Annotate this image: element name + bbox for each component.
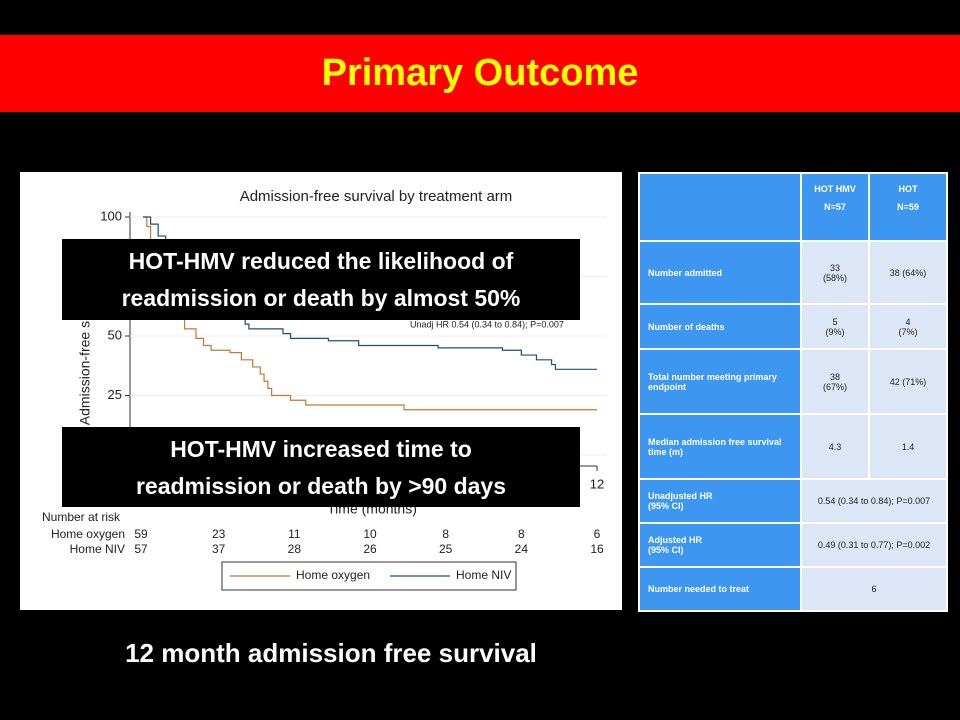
risk-count: 8 (442, 527, 449, 541)
risk-count: 16 (590, 542, 604, 556)
risk-title: Number at risk (42, 510, 121, 524)
table-cell: 4.3 (800, 413, 870, 480)
table-cell: Number of deaths (638, 303, 802, 350)
risk-count: 24 (515, 542, 529, 556)
risk-count: 57 (134, 542, 148, 556)
table-cell: Number admitted (638, 240, 802, 305)
table-cell: Unadjusted HR (95% CI) (638, 478, 802, 524)
callout: HOT-HMV increased time to readmission or… (62, 427, 580, 507)
risk-count: 25 (439, 542, 453, 556)
y-tick-label: 50 (108, 327, 122, 342)
table-cell: 38 (67%) (800, 348, 870, 415)
footer: 12 month admission free survival (125, 638, 537, 668)
risk-count: 8 (518, 527, 525, 541)
risk-count: 11 (288, 527, 301, 541)
legend-label: Home NIV (456, 568, 511, 582)
table-cell: 5 (9%) (800, 303, 870, 350)
risk-count: 26 (363, 542, 377, 556)
table-cell: HOT HMV N=57 (800, 172, 870, 242)
risk-count: 28 (288, 542, 302, 556)
legend-box (221, 561, 517, 591)
table-cell: 6 (800, 566, 948, 612)
risk-count: 59 (134, 527, 148, 541)
table-cell: HOT N=59 (868, 172, 948, 242)
risk-count: 6 (594, 527, 601, 541)
risk-row-label: Home oxygen (51, 527, 125, 541)
table-cell: 0.54 (0.34 to 0.84); P=0.007 (800, 478, 948, 524)
table-cell: Adjusted HR (95% CI) (638, 522, 802, 568)
y-tick-label: 25 (108, 387, 122, 402)
legend-label: Home oxygen (296, 568, 370, 582)
risk-count: 37 (212, 542, 226, 556)
y-tick-label: 100 (100, 208, 122, 223)
table-cell: 1.4 (868, 413, 948, 480)
annotation: Unadj HR 0.54 (0.34 to 0.84); P=0.007 (410, 319, 564, 329)
table-cell: 38 (64%) (868, 240, 948, 305)
table-cell: 0.49 (0.31 to 0.77); P=0.002 (800, 522, 948, 568)
chart: Admission-free survival by treatment arm… (20, 172, 622, 610)
callout: HOT-HMV reduced the likelihood of readmi… (62, 239, 580, 320)
risk-count: 10 (363, 527, 377, 541)
results-table: HOT HMV N=57 HOT N=59 Number admitted 33 (5… (638, 172, 948, 612)
table-cell: 4 (7%) (868, 303, 948, 350)
table-corner (638, 172, 802, 242)
risk-count: 23 (212, 527, 226, 541)
table-cell: Total number meeting primary endpoint (638, 348, 802, 415)
x-tick-label: 12 (590, 476, 604, 491)
slide-title: Primary Outcome (0, 35, 960, 112)
risk-row-label: Home NIV (70, 542, 125, 556)
table-cell: Number needed to treat (638, 566, 802, 612)
chart-title: Admission-free survival by treatment arm (240, 188, 513, 205)
table-cell: 33 (58%) (800, 240, 870, 305)
table-cell: Median admission free survival time (m) (638, 413, 802, 480)
table-cell: 42 (71%) (868, 348, 948, 415)
